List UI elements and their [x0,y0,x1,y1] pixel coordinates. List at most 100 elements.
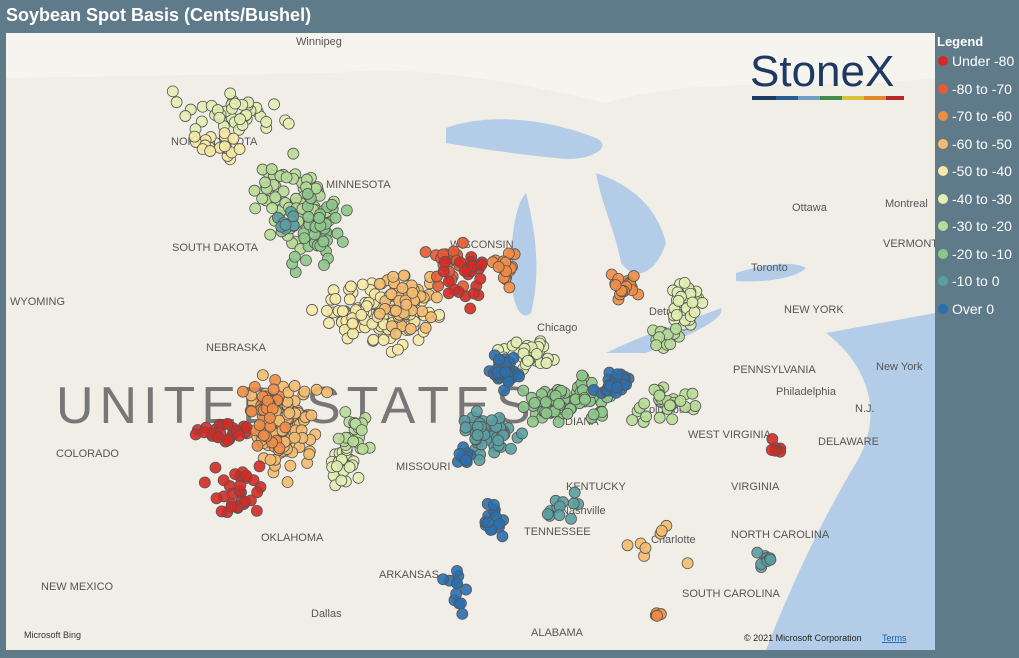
basis-dot[interactable] [387,270,400,283]
basis-dot[interactable] [430,291,443,304]
legend-item[interactable]: Over 0 [937,301,1014,329]
basis-dot[interactable] [229,97,241,110]
basis-dot[interactable] [335,474,348,487]
basis-dot[interactable] [499,366,512,378]
basis-dot[interactable] [336,305,349,318]
basis-dot[interactable] [267,383,280,396]
basis-dot[interactable] [689,400,702,412]
basis-dot[interactable] [195,115,208,128]
basis-dot[interactable] [313,212,326,224]
basis-dot[interactable] [253,419,266,432]
basis-dot[interactable] [567,497,580,510]
basis-dot[interactable] [638,397,651,410]
basis-dot[interactable] [344,280,357,293]
basis-dot[interactable] [696,297,709,309]
basis-dot[interactable] [329,211,342,224]
basis-dot[interactable] [233,143,246,155]
basis-dot[interactable] [329,293,342,305]
basis-dot[interactable] [460,583,472,596]
basis-dot[interactable] [280,171,293,184]
basis-dot[interactable] [517,401,530,413]
legend-item[interactable]: -30 to -20 [937,218,1014,246]
basis-dot[interactable] [561,407,574,420]
basis-dot[interactable] [640,410,652,423]
basis-dot[interactable] [655,525,668,537]
basis-dot[interactable] [653,411,666,424]
basis-dot[interactable] [287,147,300,160]
basis-dot[interactable] [609,279,622,292]
basis-dot[interactable] [686,387,699,400]
basis-dot[interactable] [213,111,226,124]
basis-dot[interactable] [188,130,201,143]
basis-dot[interactable] [265,163,278,176]
basis-dot[interactable] [264,411,276,424]
basis-dot[interactable] [419,246,432,258]
basis-dot[interactable] [470,405,483,418]
basis-dot[interactable] [540,357,553,369]
basis-dot[interactable] [259,176,271,189]
basis-dot[interactable] [227,132,240,145]
basis-dot[interactable] [233,429,246,442]
basis-dot[interactable] [460,454,472,467]
basis-dot[interactable] [331,460,343,473]
basis-dot[interactable] [302,211,315,223]
basis-dot[interactable] [240,469,253,482]
basis-dot[interactable] [516,427,528,440]
basis-dot[interactable] [670,322,682,335]
basis-dot[interactable] [318,259,330,271]
basis-dot[interactable] [281,476,294,489]
basis-dot[interactable] [367,333,380,346]
basis-dot[interactable] [528,397,541,409]
basis-dot[interactable] [482,516,495,529]
legend-item[interactable]: -10 to 0 [937,273,1014,301]
basis-dot[interactable] [237,385,249,398]
basis-dot[interactable] [389,327,402,340]
basis-dot[interactable] [310,383,323,396]
basis-dot[interactable] [210,492,223,505]
basis-dot[interactable] [493,517,506,530]
basis-dot[interactable] [611,368,624,381]
basis-dot[interactable] [234,113,246,126]
basis-dot[interactable] [672,295,685,307]
basis-dot[interactable] [321,304,333,317]
basis-dot[interactable] [260,116,273,128]
legend-item[interactable]: -70 to -60 [937,108,1014,136]
basis-dot[interactable] [485,414,498,427]
basis-dot[interactable] [257,429,270,442]
basis-dot[interactable] [287,210,300,223]
basis-dot[interactable] [269,191,282,204]
basis-dot[interactable] [204,145,217,157]
basis-dot[interactable] [688,306,701,319]
basis-dot[interactable] [587,384,600,396]
basis-dot[interactable] [215,505,228,518]
basis-dot[interactable] [266,202,279,214]
basis-dot[interactable] [666,413,679,426]
basis-dot[interactable] [579,393,591,406]
basis-dot[interactable] [587,408,600,421]
basis-dot[interactable] [198,426,210,439]
legend-item[interactable]: -80 to -70 [937,81,1014,109]
basis-dot[interactable] [456,607,469,620]
basis-dot[interactable] [288,431,301,444]
basis-dot[interactable] [340,204,353,217]
basis-dot[interactable] [464,302,477,315]
basis-dot[interactable] [332,432,345,445]
basis-dot[interactable] [284,459,297,472]
basis-dot[interactable] [317,235,330,248]
basis-dot[interactable] [416,305,429,318]
basis-dot[interactable] [576,369,588,382]
basis-dot[interactable] [565,512,577,525]
basis-dot[interactable] [198,476,211,489]
basis-dot[interactable] [288,380,301,392]
basis-dot[interactable] [568,486,581,499]
legend-item[interactable]: -60 to -50 [937,136,1014,164]
basis-dot[interactable] [473,454,486,467]
basis-dot[interactable] [298,232,311,245]
basis-dot[interactable] [347,435,360,448]
basis-dot[interactable] [321,386,333,399]
basis-dot[interactable] [496,530,509,543]
basis-dot[interactable] [212,431,225,444]
basis-dot[interactable] [459,421,472,434]
basis-dot[interactable] [170,96,183,109]
basis-dot[interactable] [670,309,683,321]
